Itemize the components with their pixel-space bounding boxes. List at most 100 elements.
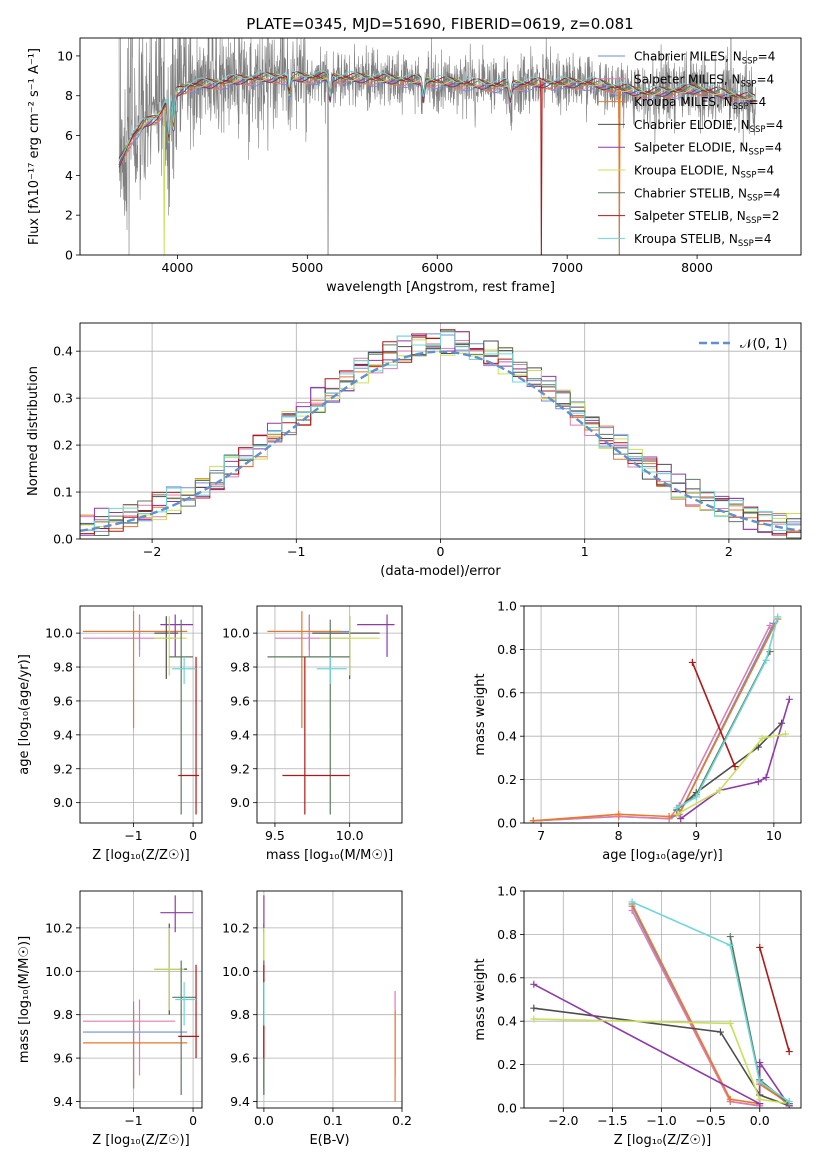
weight-marker xyxy=(726,933,734,941)
weight-marker xyxy=(726,1095,734,1103)
x-tick-label: 8000 xyxy=(681,260,713,275)
x-tick-label: 0.1 xyxy=(323,1113,343,1128)
y-tick-label: 9.2 xyxy=(53,761,73,776)
data-spectrum xyxy=(118,38,756,255)
weight-marker xyxy=(785,1048,793,1056)
weight-line-stelib-salpeter xyxy=(691,662,736,767)
y-tick-label: 9.0 xyxy=(53,795,73,810)
histogram-stelib-kroupa xyxy=(80,331,801,539)
weight-line-stelib-kroupa xyxy=(676,616,779,809)
axes-frame xyxy=(523,605,802,824)
axes-frame xyxy=(79,37,802,256)
y-tick-label: 0.0 xyxy=(497,1101,517,1116)
figure-title: PLATE=0345, MJD=51690, FIBERID=0619, z=0… xyxy=(246,15,633,33)
y-tick-label: 0.2 xyxy=(53,438,73,453)
legend-label: Salpeter STELIB, NSSP=2 xyxy=(634,209,779,226)
x-tick-label: 1 xyxy=(581,544,589,559)
legend-label: Kroupa STELIB, NSSP=4 xyxy=(634,232,772,249)
y-tick-label: 0.4 xyxy=(53,344,73,359)
weight-line-elodie-kroupa xyxy=(676,733,786,815)
weight-marker xyxy=(762,773,770,781)
weight-line-elodie-kroupa xyxy=(533,1018,790,1105)
plot-area xyxy=(263,895,396,1102)
y-tick-label: 0 xyxy=(65,248,73,263)
y-tick-label: 10 xyxy=(57,48,73,63)
x-tick-label: 10 xyxy=(766,828,782,843)
y-tick-label: 1.0 xyxy=(497,599,517,614)
legend-label: Chabrier ELODIE, NSSP=4 xyxy=(634,118,783,135)
model-spectrum-miles-salpeter xyxy=(118,77,756,166)
panel-7: 0.0 0.1 0.2 9.4 9.6 9.8 10.0 10.2 E(B-V) xyxy=(222,890,412,1148)
x-tick-label: 0.0 xyxy=(254,1113,274,1128)
y-tick-label: 10.0 xyxy=(45,964,73,979)
x-tick-label: −1 xyxy=(287,544,305,559)
x-tick-label: 8 xyxy=(615,828,623,843)
x-tick-label: −2 xyxy=(143,544,161,559)
y-axis-label: mass weight xyxy=(473,958,488,1040)
weight-marker xyxy=(529,817,537,823)
weight-marker xyxy=(754,778,762,786)
x-tick-label: 5000 xyxy=(291,260,323,275)
weight-line-miles-chabrier xyxy=(533,623,775,822)
x-axis-label: Z [log₁₀(Z/Z☉)] xyxy=(614,1133,711,1148)
y-tick-label: 2 xyxy=(65,208,73,223)
x-tick-label: 0 xyxy=(189,828,197,843)
axes-frame xyxy=(79,322,802,540)
y-tick-label: 9.4 xyxy=(53,727,73,742)
y-tick-label: 9.6 xyxy=(53,693,73,708)
x-tick-label: −1.0 xyxy=(646,1113,676,1128)
y-tick-label: 0.3 xyxy=(53,391,73,406)
model-spectrum-stelib-salpeter xyxy=(118,71,756,255)
weight-marker xyxy=(615,810,623,818)
weight-marker xyxy=(731,763,739,771)
y-tick-label: 9.6 xyxy=(230,693,250,708)
weight-marker xyxy=(726,941,734,949)
weight-marker xyxy=(716,1028,724,1036)
x-tick-label: 0 xyxy=(189,1113,197,1128)
y-tick-label: 9.0 xyxy=(230,795,250,810)
x-tick-label: −1 xyxy=(124,1113,142,1128)
legend-label: Kroupa ELODIE, NSSP=4 xyxy=(634,164,774,181)
y-tick-label: 10.0 xyxy=(222,626,250,641)
legend-label: Kroupa MILES, NSSP=4 xyxy=(634,95,766,112)
x-tick-label: −1.5 xyxy=(597,1113,627,1128)
y-tick-label: 4 xyxy=(65,168,73,183)
plot-area xyxy=(529,613,793,823)
weight-marker xyxy=(628,907,636,915)
y-tick-label: 0.4 xyxy=(497,1014,517,1029)
x-tick-label: 0.0 xyxy=(750,1113,770,1128)
panel-4: 9.5 10.0 9.0 9.2 9.4 9.6 9.8 10.0 mass [log₁₀(M/… xyxy=(222,605,403,863)
legend: Chabrier MILES, NSSP=4 Salpeter MILES, NS… xyxy=(598,50,783,249)
weight-marker xyxy=(766,622,774,630)
plot-area xyxy=(118,38,756,255)
weight-marker xyxy=(692,793,700,801)
weight-marker xyxy=(781,730,789,738)
x-tick-label: 9 xyxy=(692,828,700,843)
plot-area xyxy=(267,611,395,815)
weight-marker xyxy=(677,815,685,823)
legend-label: Chabrier MILES, NSSP=4 xyxy=(634,50,775,67)
x-tick-label: 9.5 xyxy=(265,828,285,843)
weight-marker xyxy=(530,980,538,988)
y-tick-label: 8 xyxy=(65,88,73,103)
legend-label: Chabrier STELIB, NSSP=4 xyxy=(634,186,781,203)
y-tick-label: 0.2 xyxy=(497,1057,517,1072)
weight-marker xyxy=(530,1004,538,1012)
model-spectrum-stelib-kroupa xyxy=(118,70,756,161)
plot-area xyxy=(82,611,200,815)
x-tick-label: 0 xyxy=(437,544,445,559)
y-axis-label: Normed distribution xyxy=(26,366,41,496)
weight-marker xyxy=(530,1015,538,1023)
y-tick-label: 6 xyxy=(65,128,73,143)
weight-marker xyxy=(726,1019,734,1027)
y-tick-label: 10.2 xyxy=(45,920,73,935)
x-tick-label: 7 xyxy=(537,828,545,843)
y-tick-label: 0.1 xyxy=(53,485,73,500)
weight-marker xyxy=(785,695,793,703)
weight-marker xyxy=(688,658,696,666)
plot-area xyxy=(80,329,801,539)
y-tick-label: 9.8 xyxy=(53,660,73,675)
x-axis-label: mass [log₁₀(M/M☉)] xyxy=(266,848,393,863)
legend-label: Salpeter MILES, NSSP=4 xyxy=(634,72,774,89)
y-tick-label: 9.2 xyxy=(230,761,250,776)
